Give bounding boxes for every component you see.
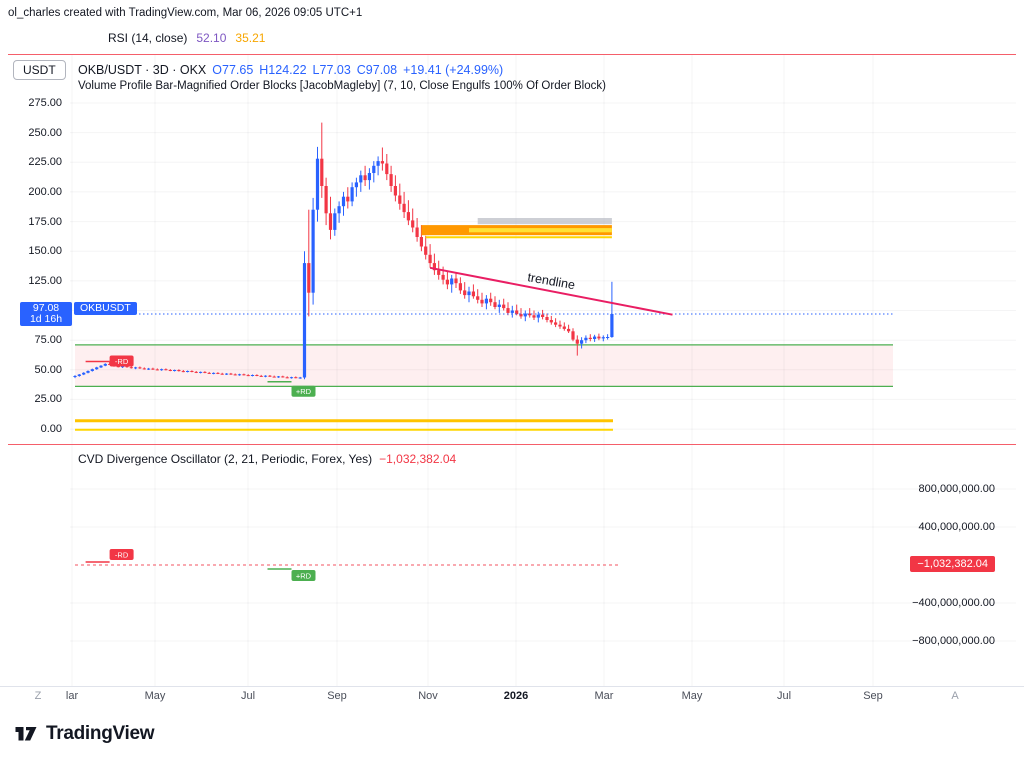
- symbol-title[interactable]: OKB/USDT · 3D · OKX: [78, 63, 207, 77]
- cvd-value: −1,032,382.04: [379, 452, 457, 466]
- time-tick: Sep: [327, 690, 347, 702]
- time-tick: Z: [34, 690, 42, 702]
- pane-separator-middle[interactable]: [8, 444, 1016, 445]
- rsi-value: 52.10: [196, 31, 227, 45]
- time-tick: Jul: [776, 690, 792, 702]
- time-tick: Nov: [418, 690, 438, 702]
- current-price-badge: 97.08 1d 16h: [20, 302, 72, 326]
- ohlc-open: O77.65: [212, 63, 254, 77]
- svg-text:+RD: +RD: [296, 572, 312, 581]
- current-price-value: 97.08: [32, 302, 60, 314]
- time-axis-separator: [0, 686, 1024, 687]
- rsi-indicator-title[interactable]: RSI (14, close): [108, 31, 188, 45]
- tradingview-logo-text: TradingView: [46, 723, 155, 744]
- time-tick: Sep: [863, 690, 883, 702]
- price-chart[interactable]: trendline -RD +RD: [0, 55, 1024, 444]
- time-tick: Jul: [240, 690, 256, 702]
- svg-text:-RD: -RD: [115, 551, 129, 560]
- ohlc-low: L77.03: [312, 63, 351, 77]
- symbol-legend: OKB/USDT · 3D · OKX O77.65 H124.22 L77.0…: [78, 63, 503, 77]
- tradingview-logo-icon: [15, 727, 37, 741]
- time-tick: May: [144, 690, 166, 702]
- svg-text:trendline: trendline: [526, 270, 576, 292]
- rsi-ma-value: 35.21: [235, 31, 266, 45]
- time-tick: Mar: [594, 690, 614, 702]
- svg-text:+RD: +RD: [296, 387, 312, 396]
- footer-brand[interactable]: TradingView: [13, 722, 155, 746]
- cvd-indicator-title[interactable]: CVD Divergence Oscillator (2, 21, Period…: [78, 452, 373, 466]
- cvd-value-badge: −1,032,382.04: [910, 556, 995, 573]
- rsi-indicator-row: RSI (14, close) 52.10 35.21: [108, 31, 265, 45]
- cvd-oscillator-chart[interactable]: -RD +RD: [0, 445, 1024, 686]
- cvd-legend: CVD Divergence Oscillator (2, 21, Period…: [78, 452, 456, 466]
- ohlc-high: H124.22: [259, 63, 307, 77]
- time-tick: 2026: [503, 690, 529, 702]
- time-tick: May: [681, 690, 703, 702]
- time-tick: lar: [65, 690, 79, 702]
- time-tick: A: [951, 690, 959, 702]
- symbol-label-badge: OKBUSDT: [74, 302, 137, 315]
- ohlc-close: C97.08: [356, 63, 398, 77]
- currency-toggle-button[interactable]: USDT: [13, 60, 66, 80]
- bar-close-countdown: 1d 16h: [29, 313, 63, 325]
- attribution-text: ol_charles created with TradingView.com,…: [8, 7, 363, 19]
- price-change: +19.41 (+24.99%): [403, 63, 504, 77]
- pane-separator-top[interactable]: [8, 54, 1016, 55]
- svg-text:-RD: -RD: [115, 357, 129, 366]
- indicator-legend[interactable]: Volume Profile Bar-Magnified Order Block…: [78, 80, 606, 92]
